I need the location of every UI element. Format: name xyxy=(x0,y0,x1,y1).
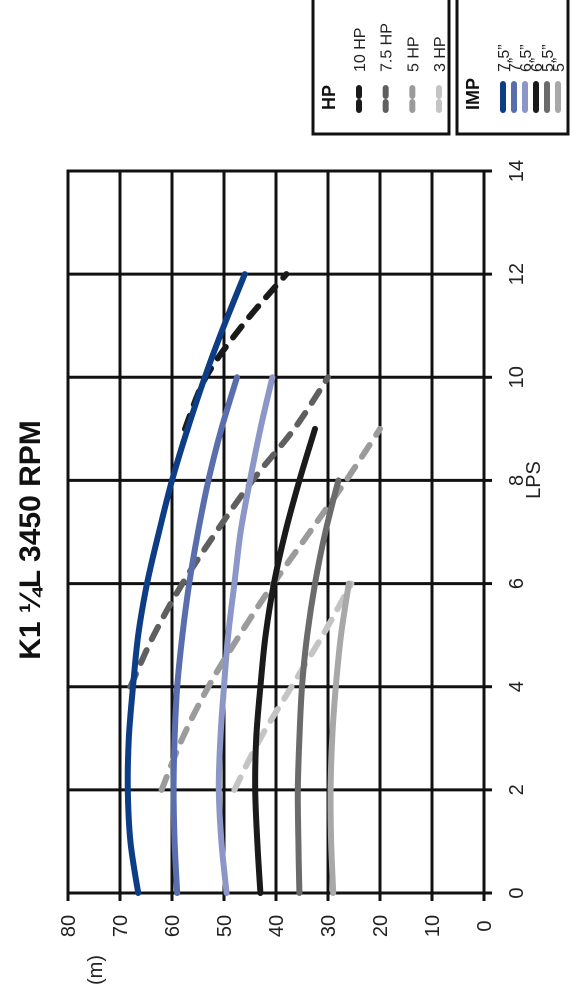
legend-imp-label: 5” xyxy=(551,58,568,72)
y-tick-label: 40 xyxy=(266,915,288,937)
x-tick-label: 0 xyxy=(506,887,528,898)
series-line xyxy=(158,425,383,793)
x-tick-label: 6 xyxy=(506,578,528,589)
chart-title: K1 ¼L 3450 RPM xyxy=(14,420,47,660)
legend-imp-label: 6” xyxy=(529,58,546,72)
series-line xyxy=(252,425,318,896)
x-tick-label: 4 xyxy=(506,681,528,692)
legend-hp-label: 3 HP xyxy=(432,36,449,72)
y-axis-ticks: 0 10 20 30 40 50 60 70 80 xyxy=(58,915,496,937)
series-group xyxy=(124,271,383,896)
y-tick-label: 30 xyxy=(318,915,340,937)
series-line xyxy=(327,580,352,896)
y-tick-label: 70 xyxy=(110,915,132,937)
x-axis-title: LPS xyxy=(523,461,545,499)
x-tick-label: 8 xyxy=(506,475,528,486)
y-tick-label: 0 xyxy=(474,920,496,931)
legend-imp-label: 5.5” xyxy=(540,44,557,72)
x-tick-label: 14 xyxy=(506,160,528,182)
x-axis-ticks: 0 2 4 6 8 10 12 14 xyxy=(506,160,528,899)
series-line xyxy=(215,374,276,896)
y-tick-label: 80 xyxy=(58,915,80,937)
x-tick-label: 12 xyxy=(506,263,528,285)
series-line xyxy=(124,271,248,896)
y-tick-label: 50 xyxy=(214,915,236,937)
y-tick-label: 20 xyxy=(370,915,392,937)
legend-hp-label: 10 HP xyxy=(352,28,369,72)
plot-area xyxy=(66,169,492,901)
legend-hp-label: 5 HP xyxy=(405,36,422,72)
series-line xyxy=(170,374,240,896)
legend-imp-title: IMP xyxy=(463,78,483,110)
legend-group: HP 10 HP 7.5 HP 5 HP 3 HP IMP 7.5”7”6.5”6”5.5”… xyxy=(311,0,570,136)
legend-imp-label: 7.5” xyxy=(496,44,513,72)
series-line xyxy=(231,580,355,793)
legend-hp-title: HP xyxy=(319,85,339,110)
legend-imp-label: 7” xyxy=(507,58,524,72)
legend-imp-label: 6.5” xyxy=(518,44,535,72)
legend-hp-label: 7.5 HP xyxy=(379,23,396,72)
y-tick-label: 60 xyxy=(162,915,184,937)
y-axis-title: (m) xyxy=(85,955,107,985)
x-tick-label: 2 xyxy=(506,784,528,795)
series-line xyxy=(127,374,331,690)
legend-hp-box xyxy=(311,0,451,136)
y-tick-label: 10 xyxy=(422,915,444,937)
series-line xyxy=(294,477,342,896)
x-tick-label: 10 xyxy=(506,366,528,388)
